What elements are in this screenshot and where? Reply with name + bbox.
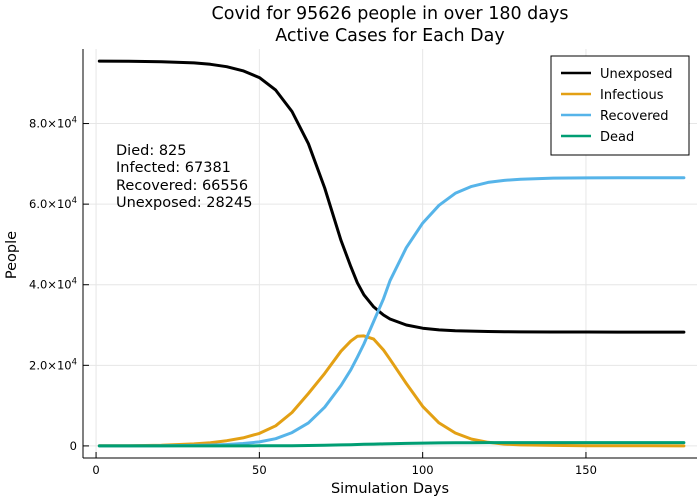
annotation-died: Died: 825: [116, 143, 187, 159]
series-line-recovered: [97, 176, 686, 448]
chart-title-line-2: Active Cases for Each Day: [275, 26, 504, 46]
annotation-infected: Infected: 67381: [116, 160, 231, 176]
y-tick-label: 0: [70, 439, 77, 453]
x-axis-ticks: 0 50 100 150: [92, 452, 597, 477]
legend-label: Unexposed: [600, 67, 672, 82]
y-axis-label: People: [4, 231, 20, 279]
legend-label: Recovered: [600, 109, 669, 124]
legend-label: Infectious: [600, 88, 664, 103]
legend-label: Dead: [600, 130, 634, 145]
annotation-recovered: Recovered: 66556: [116, 178, 248, 194]
series-line-infectious: [97, 334, 686, 448]
annotation-unexposed: Unexposed: 28245: [116, 195, 252, 211]
series-lines: [97, 59, 686, 448]
legend-item-dead: Dead: [561, 130, 634, 145]
x-tick-label: 150: [575, 463, 597, 477]
plot-frame: [82, 49, 697, 459]
y-tick-label: 6.0×104: [29, 196, 77, 211]
series-line-dead: [97, 441, 686, 448]
stats-annotation: Died: 825 Infected: 67381 Recovered: 665…: [116, 143, 252, 211]
y-tick-label: 2.0×104: [29, 357, 77, 372]
legend-item-recovered: Recovered: [561, 109, 669, 124]
x-axis-label: Simulation Days: [331, 481, 449, 497]
chart-title-line-1: Covid for 95626 people in over 180 days: [212, 4, 569, 24]
x-tick-label: 0: [92, 463, 99, 477]
legend-item-infectious: Infectious: [561, 88, 664, 103]
y-axis-ticks: 0 2.0×104 4.0×104 6.0×104 8.0×104: [29, 116, 89, 453]
x-tick-label: 100: [412, 463, 434, 477]
y-tick-label: 8.0×104: [29, 116, 77, 131]
legend-item-unexposed: Unexposed: [561, 67, 672, 82]
y-tick-label: 4.0×104: [29, 277, 77, 292]
x-tick-label: 50: [252, 463, 267, 477]
legend: Unexposed Infectious Recovered Dead: [550, 55, 690, 156]
series-line-unexposed: [97, 59, 686, 334]
